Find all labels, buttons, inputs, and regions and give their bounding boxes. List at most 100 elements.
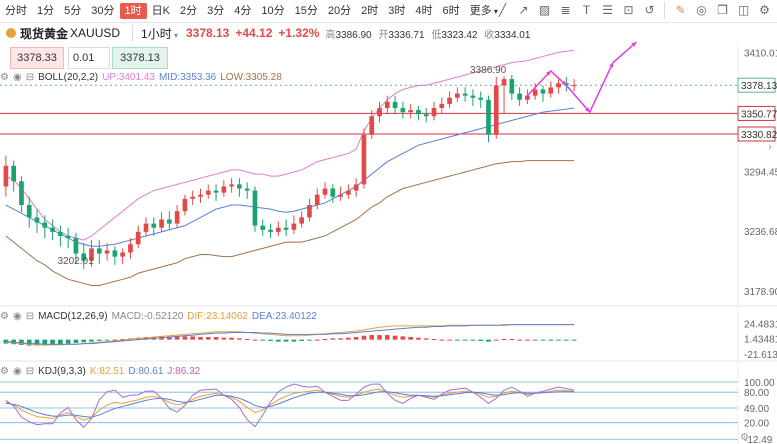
reset-icon[interactable]: ↺: [644, 3, 655, 17]
ray-icon[interactable]: ↗: [518, 3, 529, 17]
visibility-icon[interactable]: ◉: [12, 311, 22, 322]
candle-body-7: [58, 231, 63, 236]
timeframe-16[interactable]: 更多: [465, 3, 503, 19]
measure-icon[interactable]: ⊡: [623, 3, 634, 17]
timeframe-7[interactable]: 3分: [207, 5, 225, 17]
timeframe-8[interactable]: 4分: [234, 5, 252, 17]
level-label-1: 3350.77: [741, 109, 777, 120]
timeframe-15[interactable]: 6时: [442, 5, 460, 17]
fibonacci-icon[interactable]: ≣: [560, 3, 571, 17]
text-tool-icon[interactable]: T: [582, 3, 591, 17]
timeframe-11[interactable]: 20分: [327, 5, 352, 17]
candle-body-67: [525, 95, 530, 100]
timeframe-13[interactable]: 3时: [388, 5, 406, 17]
candle-body-59: [462, 93, 468, 96]
macd-bar-55: [431, 339, 437, 340]
parallel-channel-icon[interactable]: ▨: [538, 3, 551, 17]
macd-bar-2: [19, 339, 24, 345]
timeframe-6[interactable]: 2分: [179, 5, 198, 17]
timeframe-5[interactable]: 日K: [151, 5, 170, 17]
candle-body-46: [361, 134, 367, 185]
instrument-name[interactable]: 现货黄金: [20, 26, 69, 41]
macd-legend: ⚙ ◉ ⊟ MACD(12,26,9) MACD:-0.52120 DIF:23…: [0, 311, 317, 322]
candle-body-32: [252, 190, 258, 226]
settings-icon[interactable]: ⚙: [759, 3, 770, 17]
visibility-icon[interactable]: ◉: [12, 72, 22, 83]
collapse-icon[interactable]: ⊟: [25, 311, 35, 322]
macd-bar-26: [205, 337, 211, 340]
macd-bar-70: [548, 339, 554, 341]
candle-body-12: [96, 248, 102, 254]
drawing-toolbar: ╱ ↗ ▨ ≣ T ☰ ⊡ ↺ ✎ ◎ ❐ ◫ ⚙: [494, 2, 773, 19]
settings-icon[interactable]: ⚙: [0, 72, 9, 83]
dea-value: DEA:23.40122: [251, 311, 317, 322]
sell-price-button[interactable]: 3378.33: [10, 47, 64, 69]
draw-edit-icon[interactable]: ✎: [675, 3, 686, 17]
camera-icon[interactable]: ◫: [737, 3, 750, 17]
collapse-icon[interactable]: ⊟: [25, 72, 35, 83]
candle-body-6: [50, 227, 55, 232]
candle-body-72: [563, 83, 569, 86]
macd-bar-61: [478, 339, 484, 341]
candle-body-31: [244, 188, 250, 191]
macd-bar-57: [447, 339, 452, 341]
candle-body-26: [205, 190, 211, 195]
candle-body-64: [501, 79, 507, 86]
horizontal-line-icon[interactable]: ☰: [602, 3, 613, 17]
macd-bar-5: [42, 339, 48, 346]
boll-low: LOW:3305.28: [220, 72, 282, 83]
macd-bar-69: [540, 339, 546, 341]
kdj-tick-3: 20.00: [744, 419, 769, 430]
quantity-input[interactable]: 0.01: [68, 47, 110, 69]
candle-body-35: [275, 227, 281, 232]
macd-bar-72: [563, 339, 569, 341]
visibility-icon[interactable]: ◉: [12, 366, 22, 377]
candle-body-19: [151, 223, 157, 228]
macd-bar-27: [213, 337, 219, 340]
k-value: K:82.51: [89, 366, 125, 377]
projection-arrow-4: [631, 42, 637, 47]
timeframe-0[interactable]: 分时: [5, 5, 27, 17]
candle-body-28: [221, 186, 227, 193]
timeframe-12[interactable]: 2时: [361, 5, 379, 17]
candle-body-10: [81, 253, 87, 261]
candle-body-13: [104, 250, 110, 254]
kdj-tick-1: 80.00: [744, 388, 769, 399]
candle-body-47: [369, 116, 375, 135]
candle-body-14: [112, 250, 118, 257]
macd-bar-25: [198, 337, 203, 340]
timeframe-bar: 分时 1分 5分 30分 1时 日K 2分 3分 4分 10分 15分 20分 2时 3时 4时 6时 更多: [0, 0, 777, 23]
macd-bar-10: [81, 339, 87, 343]
timeframe-2[interactable]: 5分: [64, 5, 82, 17]
timeframe-1[interactable]: 1分: [37, 5, 55, 17]
kdj-tick-2: 49.00: [744, 404, 769, 415]
macd-bar-30: [237, 338, 242, 340]
timeframe-4[interactable]: 1时: [119, 3, 147, 19]
instrument-symbol[interactable]: XAUUSD: [70, 26, 121, 40]
candle-body-30: [237, 184, 242, 189]
trend-line-icon[interactable]: ╱: [498, 3, 507, 17]
candle-body-52: [408, 110, 413, 113]
timeframe-3[interactable]: 30分: [91, 5, 115, 17]
timeframe-9[interactable]: 10分: [261, 5, 285, 17]
ohlc-readout: 高3386.90 开3336.71 低3323.42 收3334.01: [325, 29, 531, 41]
candle-body-1: [11, 165, 17, 182]
settings-icon: ⚙: [740, 432, 749, 443]
candle-body-11: [89, 248, 94, 261]
macd-bar-60: [470, 339, 476, 341]
buy-price-button[interactable]: 3378.13: [112, 47, 168, 69]
kdj-legend: ⚙ ◉ ⊟ KDJ(9,3,3) K:82.51 D:80.61 J:86.32: [0, 366, 200, 377]
boll-up: UP:3401.43: [102, 72, 155, 83]
macd-title: MACD(12,26,9): [38, 311, 108, 322]
settings-icon[interactable]: ⚙: [0, 366, 9, 377]
collapse-icon[interactable]: ⊟: [25, 366, 35, 377]
period-selector[interactable]: 1小时: [132, 24, 178, 42]
candle-body-3: [26, 205, 32, 218]
timeframe-10[interactable]: 15分: [294, 5, 318, 17]
price-change-percent: +1.32%: [278, 26, 320, 40]
magnet-icon[interactable]: ◎: [696, 3, 707, 17]
settings-icon[interactable]: ⚙: [0, 311, 9, 322]
layers-icon[interactable]: ❐: [717, 3, 728, 17]
timeframe-14[interactable]: 4时: [415, 5, 433, 17]
